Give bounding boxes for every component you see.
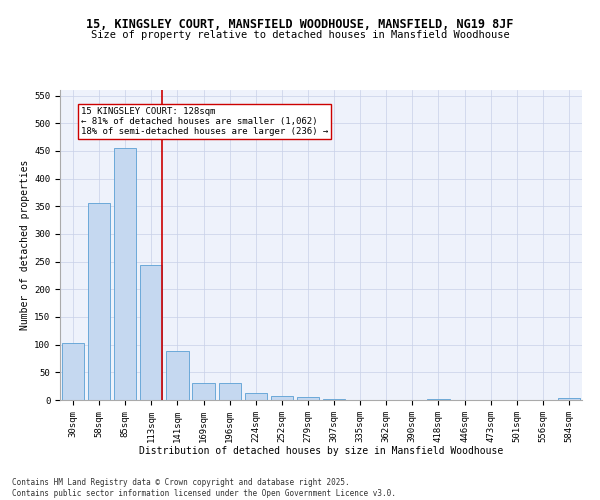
Bar	[558, 398, 580, 400]
Y-axis label: Number of detached properties: Number of detached properties	[20, 160, 30, 330]
Text: 15, KINGSLEY COURT, MANSFIELD WOODHOUSE, MANSFIELD, NG19 8JF: 15, KINGSLEY COURT, MANSFIELD WOODHOUSE,…	[86, 18, 514, 30]
Bar	[166, 352, 188, 400]
Bar	[218, 384, 241, 400]
Text: Contains HM Land Registry data © Crown copyright and database right 2025.
Contai: Contains HM Land Registry data © Crown c…	[12, 478, 396, 498]
Bar	[140, 266, 163, 400]
Text: 15 KINGSLEY COURT: 128sqm
← 81% of detached houses are smaller (1,062)
18% of se: 15 KINGSLEY COURT: 128sqm ← 81% of detac…	[81, 106, 328, 136]
Text: Size of property relative to detached houses in Mansfield Woodhouse: Size of property relative to detached ho…	[91, 30, 509, 40]
Bar	[62, 343, 84, 400]
Bar	[297, 397, 319, 400]
Bar	[271, 396, 293, 400]
X-axis label: Distribution of detached houses by size in Mansfield Woodhouse: Distribution of detached houses by size …	[139, 446, 503, 456]
Bar	[193, 384, 215, 400]
Bar	[114, 148, 136, 400]
Bar	[88, 203, 110, 400]
Bar	[245, 393, 267, 400]
